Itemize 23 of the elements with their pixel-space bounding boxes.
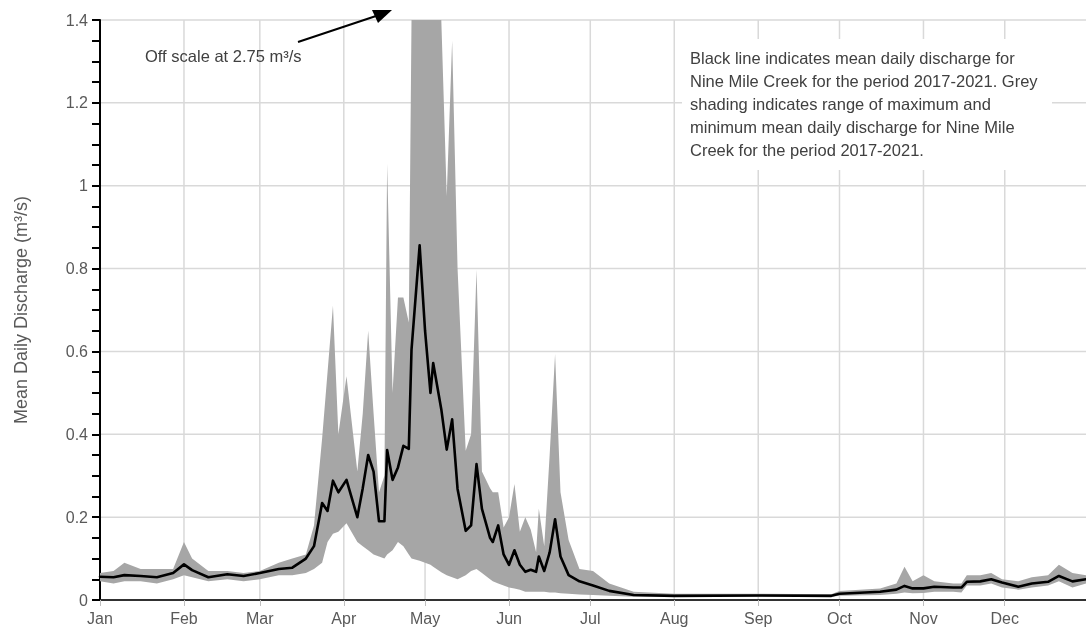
y-tick-label: 1: [79, 177, 89, 195]
annotation: Off scale at 2.75 m³/s: [145, 46, 303, 67]
x-tick-label: May: [409, 609, 441, 627]
y-tick-label: 0.2: [65, 508, 89, 526]
x-tick-label: Mar: [246, 609, 275, 627]
x-tick-label: Jan: [87, 609, 113, 627]
y-tick-label: 0.6: [65, 342, 89, 360]
y-tick-label: 0.8: [65, 260, 89, 278]
x-tick-label: Jun: [496, 609, 522, 627]
y-tick-label: 1.4: [65, 11, 89, 29]
x-tick-label: Aug: [660, 609, 689, 627]
x-tick-label: Jul: [580, 609, 601, 627]
y-tick-label: 0.4: [65, 425, 89, 443]
x-tick-label: Dec: [990, 609, 1019, 627]
annotation: Black line indicates mean daily discharge for Nine Mile Creek for the period 2017-2021. Grey shading indicates range of maximum and minimum mean daily discharge for Nine Mile Creek for the period 2017-2021.: [682, 39, 1052, 170]
y-tick-label: 1.2: [65, 94, 89, 112]
x-tick-label: Oct: [827, 609, 853, 627]
x-tick-label: Sep: [744, 609, 773, 627]
x-tick-label: Nov: [909, 609, 938, 627]
y-axis-title: Mean Daily Discharge (m³/s): [11, 195, 31, 425]
y-tick-label: 0: [79, 591, 89, 609]
x-tick-label: Apr: [331, 609, 357, 627]
x-tick-label: Feb: [170, 609, 198, 627]
